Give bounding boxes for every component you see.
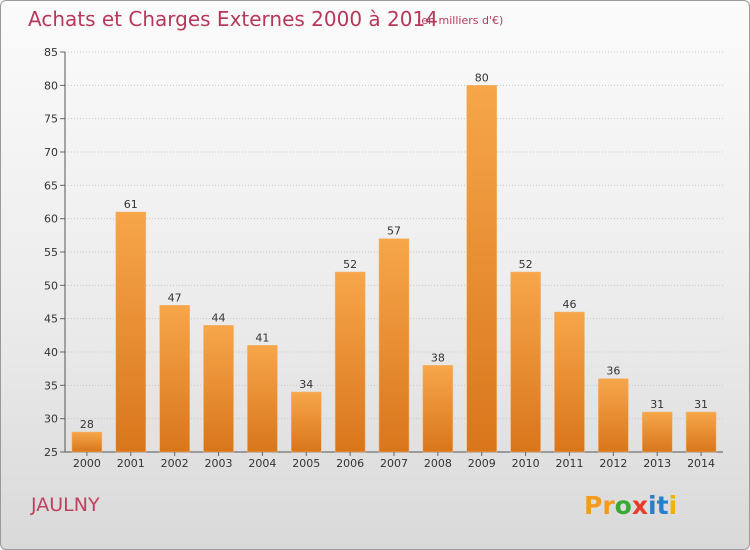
value-label: 31 [650, 398, 664, 411]
bar [159, 305, 190, 453]
bar [554, 311, 585, 453]
value-label: 44 [212, 311, 226, 324]
y-tick-label: 45 [44, 313, 58, 326]
bar [466, 85, 497, 453]
x-tick-label: 2012 [599, 457, 627, 470]
x-tick-label: 2013 [643, 457, 671, 470]
logo-letter: i [668, 491, 678, 520]
value-label: 41 [255, 331, 269, 344]
bar [685, 411, 717, 453]
value-label: 61 [124, 198, 138, 211]
value-label: 36 [606, 365, 620, 378]
bar [203, 325, 234, 453]
bar [378, 238, 410, 453]
x-tick-label: 2000 [73, 457, 101, 470]
y-tick-label: 35 [44, 379, 58, 392]
logo-letter: r [602, 491, 615, 520]
logo-letter: t [656, 491, 669, 520]
logo-letter: i [648, 491, 657, 520]
y-tick-label: 30 [44, 413, 58, 426]
x-tick-label: 2007 [380, 457, 408, 470]
x-tick-label: 2009 [468, 457, 496, 470]
x-tick-label: 2001 [117, 457, 145, 470]
y-tick-label: 80 [44, 79, 58, 92]
proxiti-logo: Proxiti [584, 491, 677, 520]
value-label: 80 [475, 71, 489, 84]
bar [510, 271, 541, 453]
chart-subtitle: (en milliers d'€) [417, 14, 504, 27]
location-label: JAULNY [31, 494, 100, 516]
x-tick-label: 2002 [161, 457, 189, 470]
bar [71, 431, 103, 453]
x-tick-label: 2006 [336, 457, 364, 470]
bar [422, 365, 454, 453]
x-tick-label: 2003 [205, 457, 233, 470]
bar [334, 271, 366, 453]
x-tick-label: 2010 [512, 457, 540, 470]
bar [598, 378, 629, 453]
logo-letter: o [614, 491, 632, 520]
x-tick-label: 2014 [687, 457, 715, 470]
bar [247, 345, 278, 453]
value-label: 28 [80, 418, 94, 431]
bar [115, 211, 147, 453]
value-label: 38 [431, 351, 445, 364]
y-tick-label: 55 [44, 246, 58, 259]
x-tick-label: 2011 [555, 457, 583, 470]
bar [641, 411, 673, 453]
value-label: 52 [519, 258, 533, 271]
value-label: 52 [343, 258, 357, 271]
y-tick-label: 75 [44, 113, 58, 126]
value-label: 47 [168, 291, 182, 304]
bar [291, 391, 322, 453]
value-label: 57 [387, 225, 401, 238]
y-tick-label: 50 [44, 279, 58, 292]
value-label: 31 [694, 398, 708, 411]
x-tick-label: 2004 [248, 457, 276, 470]
y-tick-label: 60 [44, 213, 58, 226]
x-tick-label: 2005 [292, 457, 320, 470]
y-tick-label: 85 [44, 46, 58, 59]
y-tick-label: 65 [44, 179, 58, 192]
y-tick-label: 25 [44, 446, 58, 459]
value-label: 46 [562, 298, 576, 311]
chart-title: Achats et Charges Externes 2000 à 2014 [28, 7, 438, 31]
value-label: 34 [299, 378, 313, 391]
y-tick-label: 70 [44, 146, 58, 159]
logo-letter: x [631, 491, 648, 520]
x-tick-label: 2008 [424, 457, 452, 470]
y-tick-label: 40 [44, 346, 58, 359]
logo-letter: P [584, 491, 603, 520]
